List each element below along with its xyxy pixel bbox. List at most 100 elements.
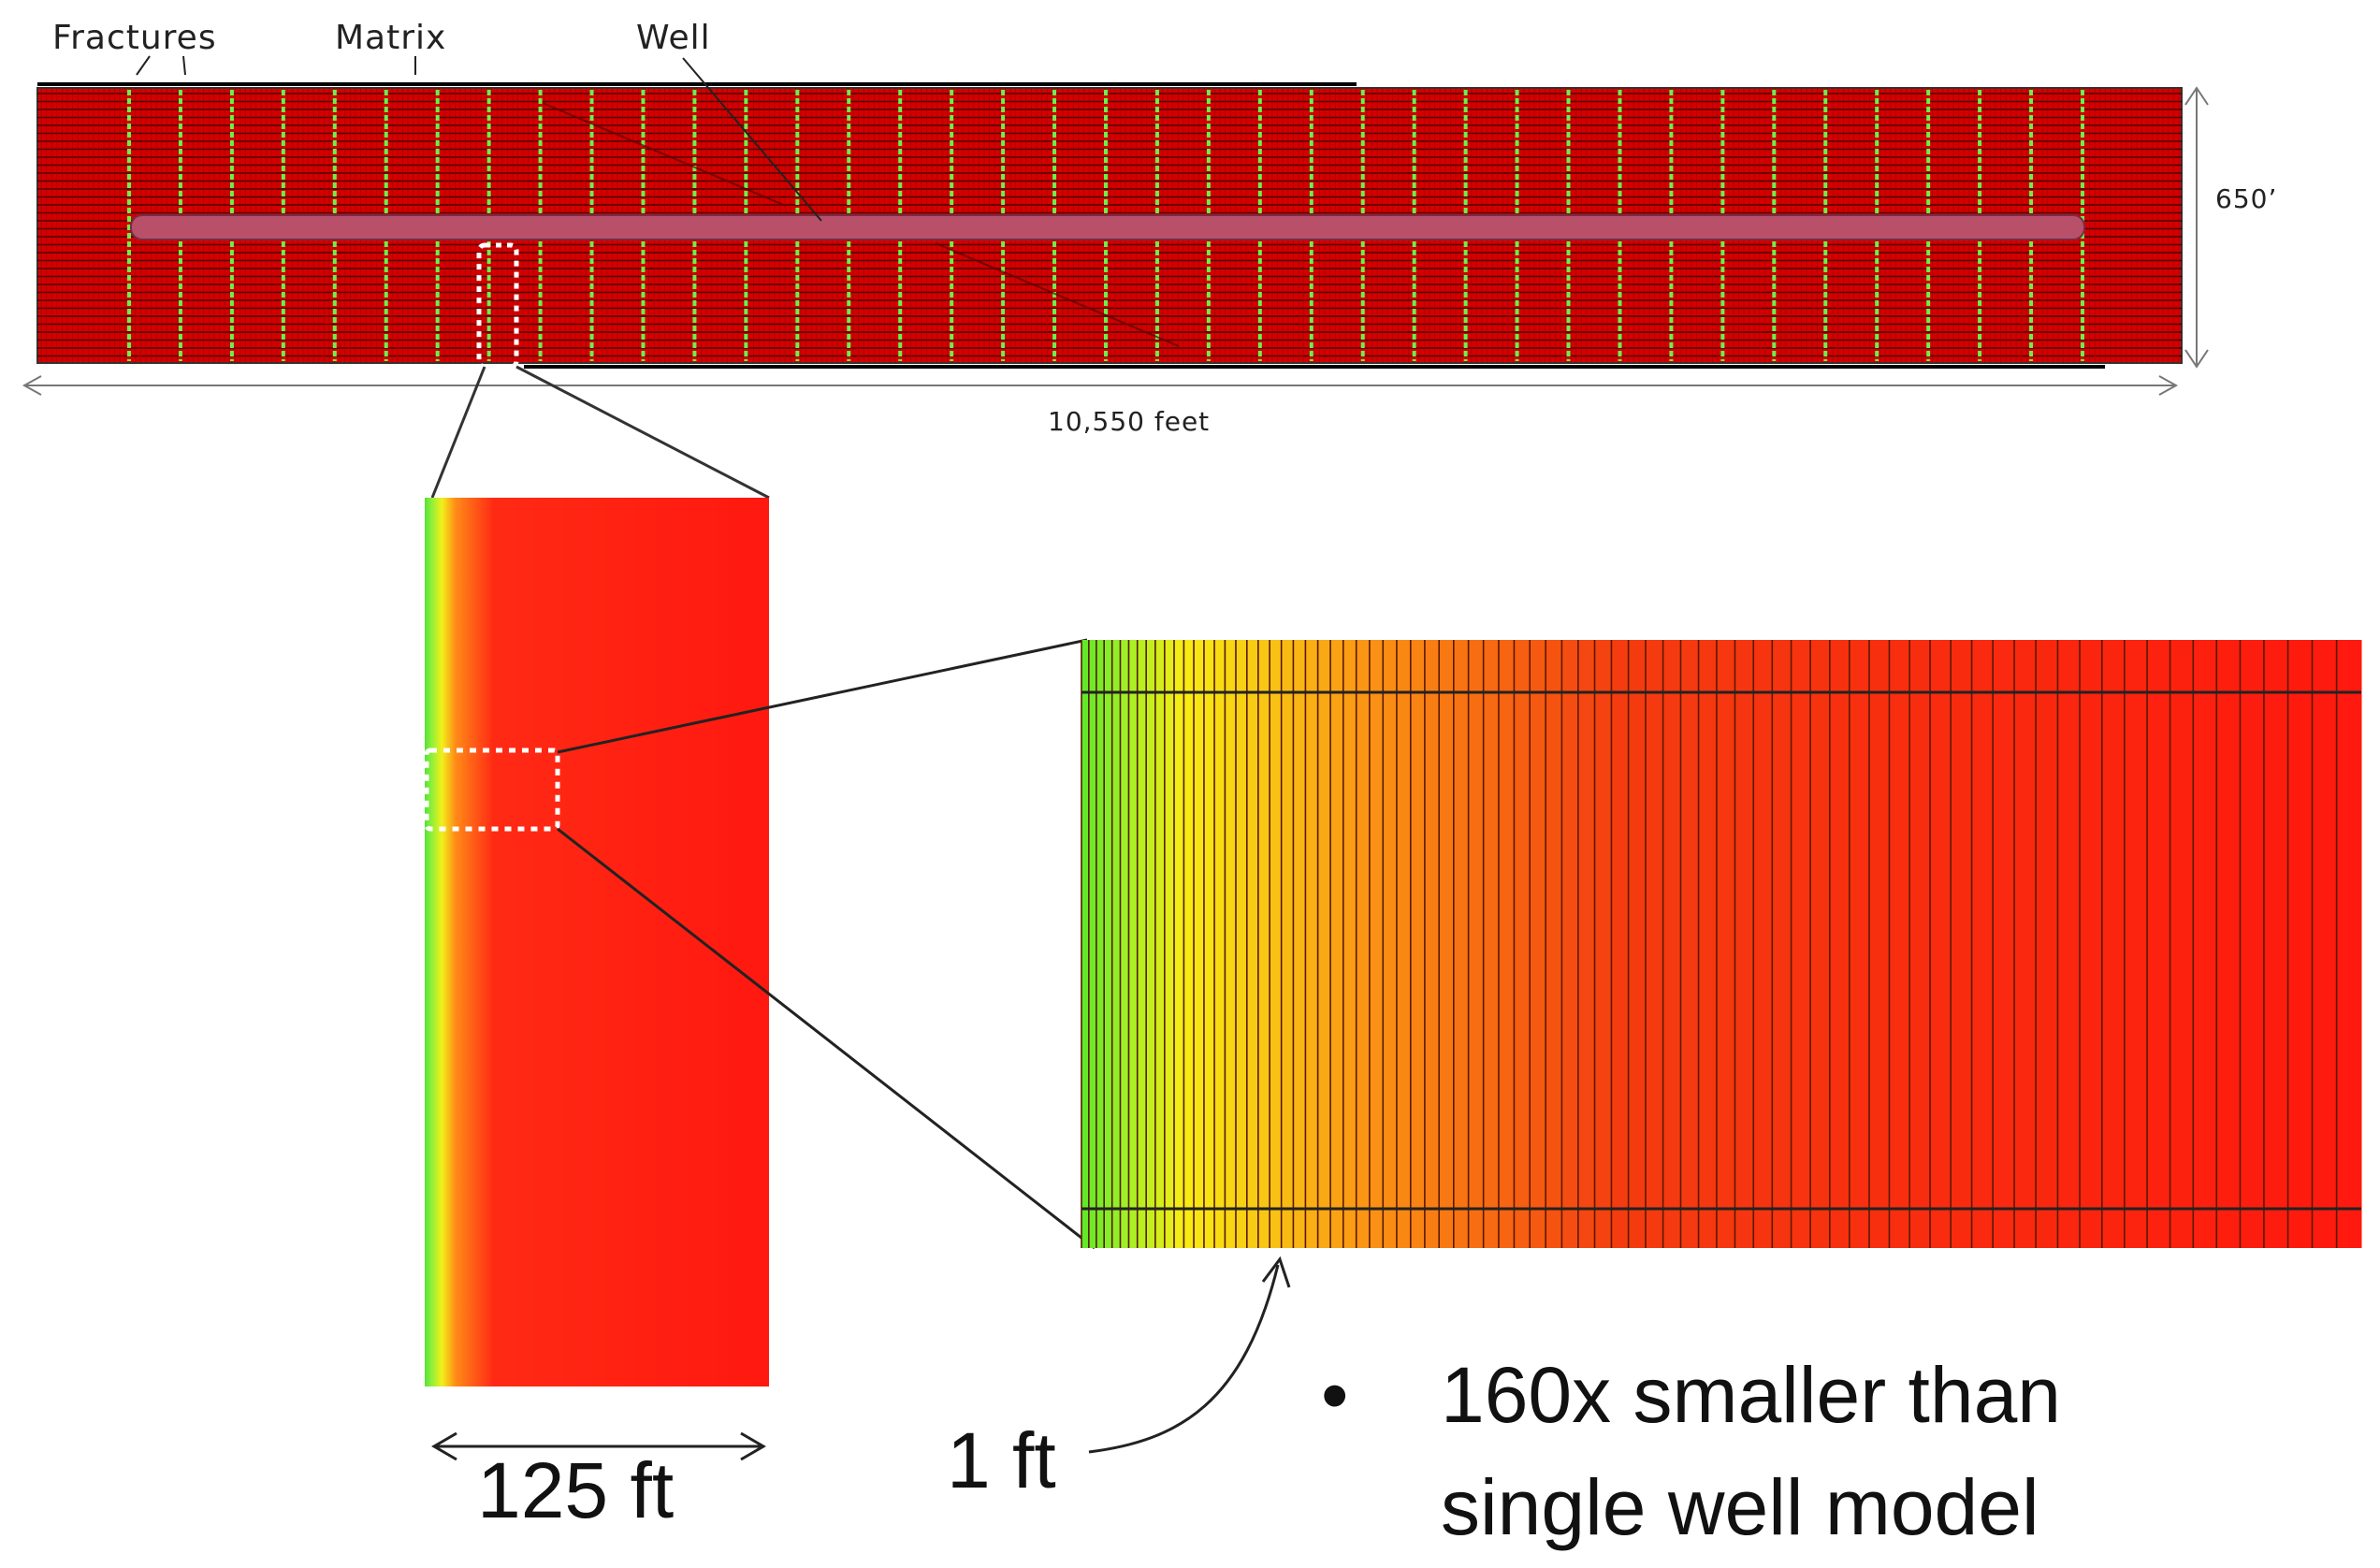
zoom-connector <box>430 366 486 499</box>
fine-grid-cell <box>1293 640 1306 1248</box>
fine-grid-cell <box>1930 640 1952 1248</box>
fine-grid-cell <box>1281 640 1294 1248</box>
fine-grid-cell <box>1810 640 1831 1248</box>
fine-grid-cell <box>2240 640 2265 1248</box>
fine-grid-cell <box>2057 640 2081 1248</box>
label-cell-width: 1 ft <box>947 1416 1056 1504</box>
fine-grid-cell <box>2036 640 2058 1248</box>
fine-grid-cell <box>1646 640 1664 1248</box>
fine-grid-cell <box>1194 640 1205 1248</box>
fine-grid-cell <box>1214 640 1226 1248</box>
fine-grid-cell <box>1734 640 1754 1248</box>
fine-grid-cell <box>1396 640 1412 1248</box>
fine-grid-cell <box>2124 640 2148 1248</box>
fine-grid-model <box>1081 640 2362 1248</box>
fine-grid-cell <box>1270 640 1283 1248</box>
cell-width-arrow <box>1088 1264 1280 1454</box>
fine-grid-cell <box>1174 640 1184 1248</box>
fine-grid-cell <box>1410 640 1426 1248</box>
well-pointer <box>682 57 822 222</box>
note-line-2: single well model <box>1441 1463 2039 1551</box>
fine-grid-cell <box>1096 640 1105 1248</box>
fine-grid-cell <box>1146 640 1156 1248</box>
fine-grid-cell <box>2336 640 2362 1248</box>
label-length: 10,550 feet <box>1048 406 1210 437</box>
fine-grid-cell <box>1330 640 1344 1248</box>
label-matrix: Matrix <box>335 19 446 57</box>
label-height: 650’ <box>2215 183 2277 214</box>
fine-grid-cell <box>1753 640 1773 1248</box>
fine-grid-cell <box>1342 640 1357 1248</box>
fine-grid-cell <box>1628 640 1647 1248</box>
fine-grid-cell <box>1424 640 1440 1248</box>
height-dimension: 650’ <box>2184 86 2277 369</box>
fine-grid-cell <box>1369 640 1384 1248</box>
well-bore <box>130 214 2085 240</box>
fine-grid-cell <box>1909 640 1931 1248</box>
fine-grid-cell <box>2312 640 2338 1248</box>
zoom-selection-2 <box>424 748 560 832</box>
fine-grid-cell <box>1137 640 1147 1248</box>
fine-grid-cell <box>1498 640 1515 1248</box>
fine-grid-cell <box>2170 640 2194 1248</box>
fine-grid-cell <box>1698 640 1718 1248</box>
fine-grid-cell <box>1680 640 1700 1248</box>
fracture-stage-model <box>424 498 769 1387</box>
fine-grid-cell <box>1164 640 1175 1248</box>
grid-artifact-line <box>542 102 787 207</box>
fine-grid-cell <box>1791 640 1811 1248</box>
zoom-connector <box>557 827 1096 1250</box>
label-fracture-spacing: 125 ft <box>477 1446 674 1534</box>
fine-grid-cell <box>1530 640 1546 1248</box>
fine-grid-cells <box>1081 640 2362 1248</box>
fine-grid-cell <box>1716 640 1735 1248</box>
fine-grid-cell <box>1594 640 1612 1248</box>
fine-grid-cell <box>1611 640 1630 1248</box>
fine-grid-cell <box>1225 640 1237 1248</box>
zoom-selection-1 <box>476 242 519 370</box>
note-line-1: 160x smaller than <box>1441 1351 2061 1439</box>
fine-grid-cell <box>1483 640 1500 1248</box>
fine-grid-cell <box>1305 640 1319 1248</box>
fine-grid-cell <box>2263 640 2289 1248</box>
zoom-connector <box>557 638 1088 754</box>
fractures-pointer <box>136 55 151 76</box>
fine-grid-cell <box>2147 640 2171 1248</box>
fine-grid-cell <box>1971 640 1994 1248</box>
fine-grid-cell <box>2287 640 2313 1248</box>
fine-grid-cell <box>1257 640 1270 1248</box>
stage-block <box>425 498 769 1387</box>
fine-grid-cell <box>1317 640 1331 1248</box>
fine-grid-cell <box>1235 640 1248 1248</box>
fine-grid-cell <box>1154 640 1166 1248</box>
fine-grid-cell <box>1081 640 1090 1248</box>
fine-grid-cell <box>1951 640 1973 1248</box>
full-model-grid <box>36 82 2183 369</box>
fine-grid-cell <box>1120 640 1129 1248</box>
cell-width-callout: 1 ft <box>947 1256 1291 1504</box>
fine-grid-cell <box>1561 640 1579 1248</box>
fine-grid-cell <box>1104 640 1113 1248</box>
fine-grid-cell <box>1662 640 1681 1248</box>
fine-grid-cell <box>1383 640 1398 1248</box>
fine-grid-cell <box>1203 640 1215 1248</box>
fine-grid-cell <box>1514 640 1531 1248</box>
fine-grid-cell <box>1246 640 1259 1248</box>
fine-grid-cell <box>1356 640 1371 1248</box>
fine-grid-cell <box>2101 640 2126 1248</box>
fine-grid-cell <box>2193 640 2217 1248</box>
top-labels: Fractures Matrix Well <box>52 19 822 222</box>
label-fractures: Fractures <box>52 19 217 57</box>
fine-grid-cell <box>2080 640 2103 1248</box>
fine-grid-cell <box>1453 640 1470 1248</box>
fractures-pointer <box>182 55 186 76</box>
fine-grid-cell <box>1546 640 1562 1248</box>
stage-width-dimension: 125 ft <box>431 1431 766 1534</box>
fine-grid-cell <box>1889 640 1910 1248</box>
fine-grid-cell <box>2014 640 2037 1248</box>
fine-grid-cell <box>1829 640 1850 1248</box>
fine-grid-cell <box>1468 640 1485 1248</box>
fine-grid-cell <box>2216 640 2241 1248</box>
grid-artifact-line <box>935 242 1180 347</box>
